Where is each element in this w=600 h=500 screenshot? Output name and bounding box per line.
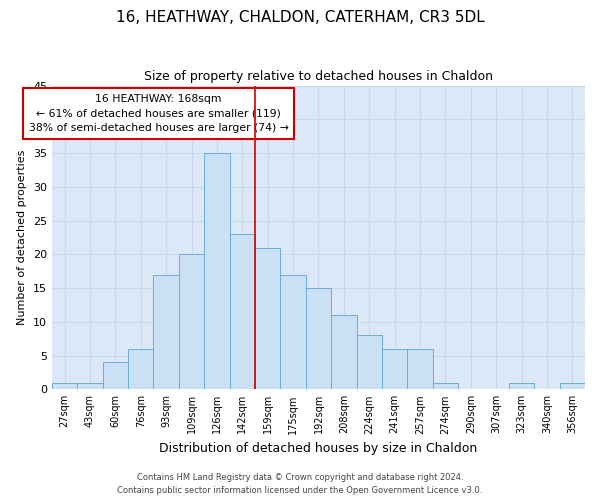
Bar bbox=[103, 362, 128, 390]
Bar bbox=[52, 382, 77, 390]
Bar bbox=[306, 288, 331, 390]
Bar bbox=[230, 234, 255, 390]
Bar bbox=[179, 254, 204, 390]
Bar bbox=[128, 349, 154, 390]
Bar bbox=[331, 315, 356, 390]
Text: 16 HEATHWAY: 168sqm
← 61% of detached houses are smaller (119)
38% of semi-detac: 16 HEATHWAY: 168sqm ← 61% of detached ho… bbox=[29, 94, 289, 134]
Bar bbox=[560, 382, 585, 390]
Text: 16, HEATHWAY, CHALDON, CATERHAM, CR3 5DL: 16, HEATHWAY, CHALDON, CATERHAM, CR3 5DL bbox=[116, 10, 484, 25]
Title: Size of property relative to detached houses in Chaldon: Size of property relative to detached ho… bbox=[144, 70, 493, 83]
Bar bbox=[433, 382, 458, 390]
Y-axis label: Number of detached properties: Number of detached properties bbox=[17, 150, 28, 325]
Bar bbox=[382, 349, 407, 390]
Bar bbox=[509, 382, 534, 390]
Bar bbox=[255, 248, 280, 390]
Bar bbox=[280, 274, 306, 390]
Text: Contains HM Land Registry data © Crown copyright and database right 2024.
Contai: Contains HM Land Registry data © Crown c… bbox=[118, 474, 482, 495]
X-axis label: Distribution of detached houses by size in Chaldon: Distribution of detached houses by size … bbox=[160, 442, 478, 455]
Bar bbox=[407, 349, 433, 390]
Bar bbox=[154, 274, 179, 390]
Bar bbox=[356, 336, 382, 390]
Bar bbox=[204, 153, 230, 390]
Bar bbox=[77, 382, 103, 390]
